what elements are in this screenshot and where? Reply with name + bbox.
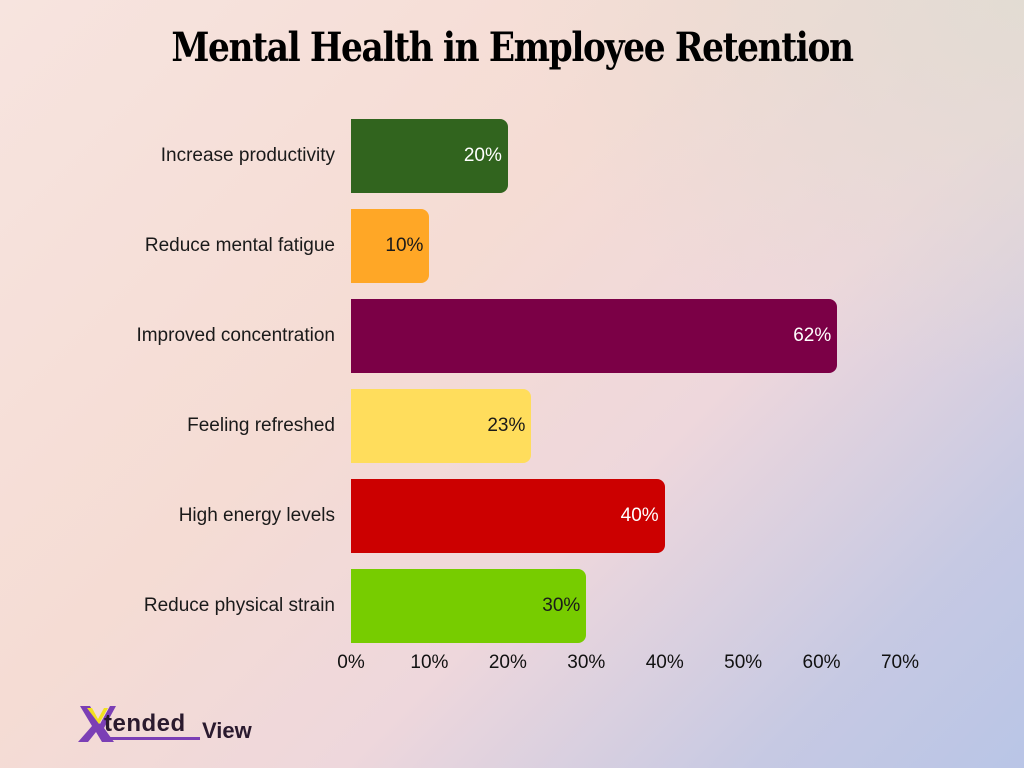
bar: 62%	[351, 299, 838, 373]
logo-text-view: View	[202, 718, 252, 743]
category-label: Feeling refreshed	[187, 415, 335, 436]
xtendedview-logo: tended View	[78, 704, 268, 744]
category-label: Increase productivity	[160, 145, 335, 166]
x-tick-label: 30%	[567, 652, 606, 673]
bar: 10%	[351, 209, 430, 283]
category-label: Reduce physical strain	[143, 595, 335, 616]
bar: 20%	[351, 119, 508, 193]
bar-row: Increase productivity 20%	[0, 119, 1024, 193]
x-tick-label: 40%	[645, 652, 684, 673]
x-tick-label: 10%	[410, 652, 449, 673]
category-label: High energy levels	[178, 505, 335, 526]
bar: 40%	[351, 479, 665, 553]
x-tick-label: 50%	[724, 652, 763, 673]
bar-value-label: 23%	[487, 415, 526, 436]
bar-row: Reduce physical strain 30%	[0, 569, 1024, 643]
bar-row: Improved concentration 62%	[0, 299, 1024, 373]
bar-value-label: 40%	[620, 505, 659, 526]
x-tick-label: 70%	[880, 652, 920, 673]
logo-text-tended: tended	[104, 710, 186, 737]
logo-x-mark-icon	[78, 706, 116, 742]
bar-value-label: 20%	[463, 145, 502, 166]
x-tick-label: 60%	[802, 652, 841, 673]
category-label: Reduce mental fatigue	[144, 235, 335, 256]
bar-value-label: 62%	[793, 325, 832, 346]
bar-value-label: 10%	[385, 235, 424, 256]
bar-value-label: 30%	[542, 595, 581, 616]
chart-title: Mental Health in Employee Retention	[171, 24, 854, 71]
bar-row: Reduce mental fatigue 10%	[0, 209, 1024, 283]
bar: 23%	[351, 389, 532, 463]
bar: 30%	[351, 569, 587, 643]
x-tick-label: 20%	[488, 652, 527, 673]
logo-underline	[104, 737, 200, 740]
bar-row: Feeling refreshed 23%	[0, 389, 1024, 463]
bar-row: High energy levels 40%	[0, 479, 1024, 553]
category-label: Improved concentration	[136, 325, 335, 346]
x-tick-label: 0%	[337, 652, 365, 673]
